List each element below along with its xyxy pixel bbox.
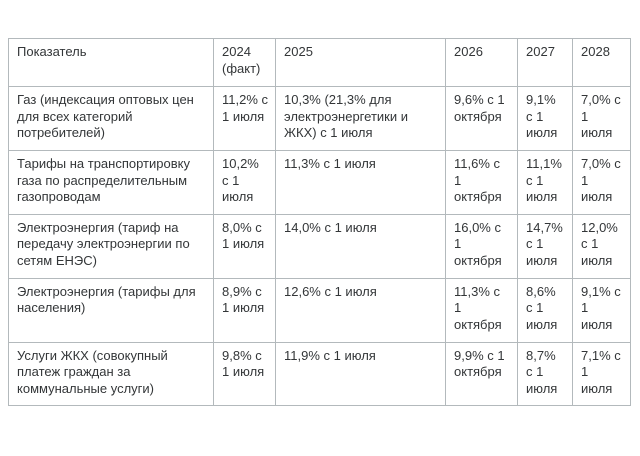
- cell: 12,0% с 1 июля: [572, 213, 631, 279]
- tariff-indexation-table: Показатель 2024 (факт) 2025 2026 2027 20…: [8, 38, 631, 407]
- column-header-2024: 2024 (факт): [213, 38, 276, 87]
- cell: 9,6% с 1 октября: [445, 86, 518, 151]
- cell: 11,1% с 1 июля: [517, 149, 573, 215]
- table-row-electricity-transmission: Электроэнергия (тариф на передачу электр…: [8, 213, 631, 279]
- cell: 14,0% с 1 июля: [275, 213, 446, 279]
- cell: 16,0% с 1 октября: [445, 213, 518, 279]
- cell: 11,2% с 1 июля: [213, 86, 276, 151]
- header-row: Показатель 2024 (факт) 2025 2026 2027 20…: [8, 38, 631, 87]
- cell: 9,9% с 1 октября: [445, 341, 518, 407]
- cell: 10,3% (21,3% для электроэнергетики и ЖКХ…: [275, 86, 446, 151]
- cell: 8,0% с 1 июля: [213, 213, 276, 279]
- column-header-indicator: Показатель: [8, 38, 214, 87]
- cell: 9,8% с 1 июля: [213, 341, 276, 407]
- row-label: Электроэнергия (тарифы для населения): [8, 277, 214, 343]
- cell: 9,1% с 1 июля: [572, 277, 631, 343]
- cell: 8,9% с 1 июля: [213, 277, 276, 343]
- cell: 9,1% с 1 июля: [517, 86, 573, 151]
- table-row-utilities: Услуги ЖКХ (совокупный платеж граждан за…: [8, 341, 631, 407]
- cell: 12,6% с 1 июля: [275, 277, 446, 343]
- column-header-2026: 2026: [445, 38, 518, 87]
- cell: 11,3% с 1 июля: [275, 149, 446, 215]
- cell: 8,6% с 1 июля: [517, 277, 573, 343]
- cell: 14,7% с 1 июля: [517, 213, 573, 279]
- cell: 11,3% с 1 октября: [445, 277, 518, 343]
- cell: 8,7% с 1 июля: [517, 341, 573, 407]
- table-row-electricity-population: Электроэнергия (тарифы для населения) 8,…: [8, 277, 631, 343]
- column-header-2028: 2028: [572, 38, 631, 87]
- cell: 11,6% с 1 октября: [445, 149, 518, 215]
- cell: 11,9% с 1 июля: [275, 341, 446, 407]
- column-header-2027: 2027: [517, 38, 573, 87]
- table-row-gas-transport: Тарифы на транспортировку газа по распре…: [8, 149, 631, 215]
- cell: 7,1% с 1 июля: [572, 341, 631, 407]
- row-label: Услуги ЖКХ (совокупный платеж граждан за…: [8, 341, 214, 407]
- row-label: Тарифы на транспортировку газа по распре…: [8, 149, 214, 215]
- column-header-2025: 2025: [275, 38, 446, 87]
- cell: 7,0% с 1 июля: [572, 149, 631, 215]
- row-label: Газ (индексация оптовых цен для всех кат…: [8, 86, 214, 151]
- row-label: Электроэнергия (тариф на передачу электр…: [8, 213, 214, 279]
- cell: 7,0% с 1 июля: [572, 86, 631, 151]
- table-row-gas: Газ (индексация оптовых цен для всех кат…: [8, 86, 631, 151]
- cell: 10,2% с 1 июля: [213, 149, 276, 215]
